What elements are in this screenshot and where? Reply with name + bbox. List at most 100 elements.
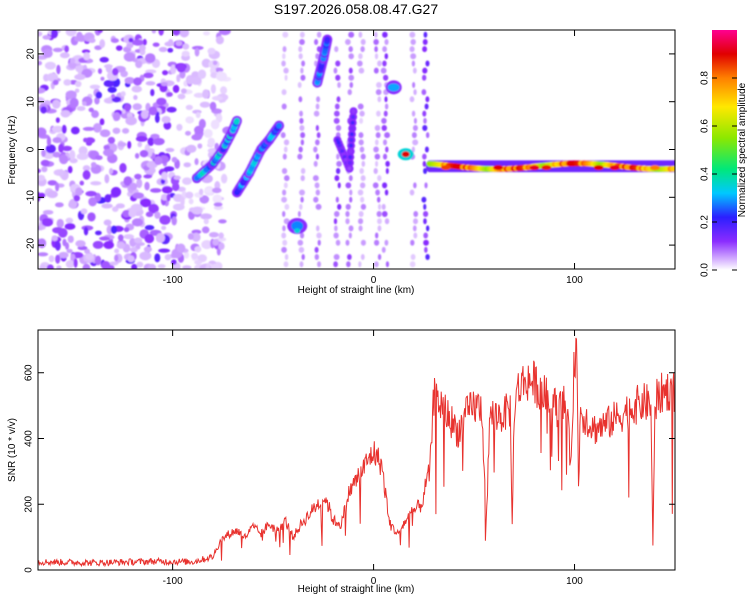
streak-cell — [281, 60, 286, 67]
noise-cell — [111, 206, 119, 212]
noise-cell — [38, 87, 46, 94]
streak-cell — [412, 139, 419, 146]
noise-cell — [76, 106, 86, 112]
snr-frame — [37, 329, 676, 571]
noise-cell — [101, 203, 113, 209]
noise-cell — [52, 47, 63, 53]
noise-cell — [40, 106, 47, 114]
noise-cell — [46, 136, 52, 147]
noise-cell — [112, 127, 121, 134]
streak-cell — [335, 168, 341, 175]
band-peak — [529, 165, 540, 171]
streak-cell — [299, 203, 303, 210]
noise-cell — [163, 166, 175, 172]
noise-cell — [38, 31, 43, 37]
streak-cell — [425, 60, 430, 67]
streak-cell — [282, 46, 287, 53]
noise-cell — [161, 115, 171, 124]
streak-cell — [424, 182, 428, 189]
noise-cell — [52, 151, 61, 158]
streak-cell — [382, 31, 388, 38]
noise-cell — [99, 39, 106, 49]
noise-cell — [83, 137, 88, 143]
noise-cell — [48, 255, 55, 263]
streak-cell — [283, 261, 289, 268]
streak-cell — [423, 117, 427, 124]
noise-cell — [195, 112, 201, 119]
streak-cell — [317, 261, 322, 268]
noise-cell — [176, 243, 186, 253]
noise-cell — [123, 52, 136, 62]
noise-cell — [56, 64, 61, 75]
noise-cell — [65, 217, 74, 224]
streak-cell — [374, 124, 381, 131]
noise-cell — [82, 126, 95, 131]
streak-cell — [373, 146, 379, 153]
noise-cell — [104, 194, 112, 203]
streak-cell — [385, 160, 390, 167]
noise-cell — [58, 251, 69, 259]
noise-cell — [158, 30, 164, 36]
noise-cell — [187, 233, 194, 240]
y-tick-label: 0 — [24, 567, 35, 573]
streak-cell — [357, 189, 364, 196]
noise-cell — [191, 45, 204, 50]
streak-cell — [413, 117, 417, 124]
noise-cell — [173, 175, 181, 180]
noise-cell — [46, 72, 59, 82]
streak-cell — [315, 153, 320, 160]
colorbar-tick-label: 0.0 — [700, 263, 711, 277]
noise-cell — [99, 236, 110, 241]
streak-cell — [382, 153, 388, 160]
streak-cell — [345, 182, 352, 189]
noise-cell — [107, 86, 117, 93]
noise-cell — [44, 61, 56, 70]
streak-cell — [376, 211, 382, 218]
noise-cell — [123, 176, 133, 187]
noise-cell — [191, 76, 202, 85]
noise-cell — [220, 173, 228, 184]
blob-low-core — [294, 228, 301, 234]
blob-zero — [401, 151, 410, 158]
snr-panel: -100 0 100 0 200 400 600 Height of straight l… — [7, 329, 676, 595]
noise-cell — [211, 95, 223, 101]
noise-cell — [38, 174, 46, 182]
streak-cell — [358, 67, 365, 74]
noise-cell — [115, 45, 123, 51]
noise-cell — [207, 137, 216, 147]
streak-cell — [312, 175, 319, 182]
noise-cell — [194, 246, 202, 253]
colorbar-tick-label: 0.8 — [700, 71, 711, 85]
streak-cell — [348, 74, 355, 81]
streak-cell — [333, 261, 338, 268]
noise-cell — [95, 155, 103, 161]
noise-cell — [212, 238, 220, 246]
streak-cell — [315, 53, 320, 60]
streak-cell — [384, 103, 389, 110]
streak-cell — [377, 218, 382, 225]
streak-cell — [425, 132, 430, 139]
noise-cell — [161, 171, 168, 180]
y-tick-label: 600 — [24, 364, 35, 381]
noise-cell — [81, 49, 91, 54]
noise-cell — [82, 101, 87, 106]
noise-cell — [171, 156, 178, 163]
noise-cell — [165, 147, 175, 153]
noise-cell — [40, 159, 50, 167]
noise-cell — [52, 99, 61, 109]
streak-cell — [358, 261, 362, 268]
streak-cell — [298, 96, 303, 103]
streak-cell — [337, 81, 341, 88]
mid-streak — [350, 120, 355, 125]
streak-cell — [425, 225, 430, 232]
streak-cell — [381, 182, 388, 189]
noise-cell — [103, 64, 113, 69]
noise-cell — [134, 173, 142, 180]
streak-cell — [413, 182, 417, 189]
streak-cell — [347, 89, 352, 96]
streak-cell — [316, 96, 321, 103]
mid-streak — [348, 155, 353, 160]
noise-cell — [55, 117, 60, 123]
noise-cell — [69, 57, 76, 64]
streak-cell — [377, 96, 382, 103]
